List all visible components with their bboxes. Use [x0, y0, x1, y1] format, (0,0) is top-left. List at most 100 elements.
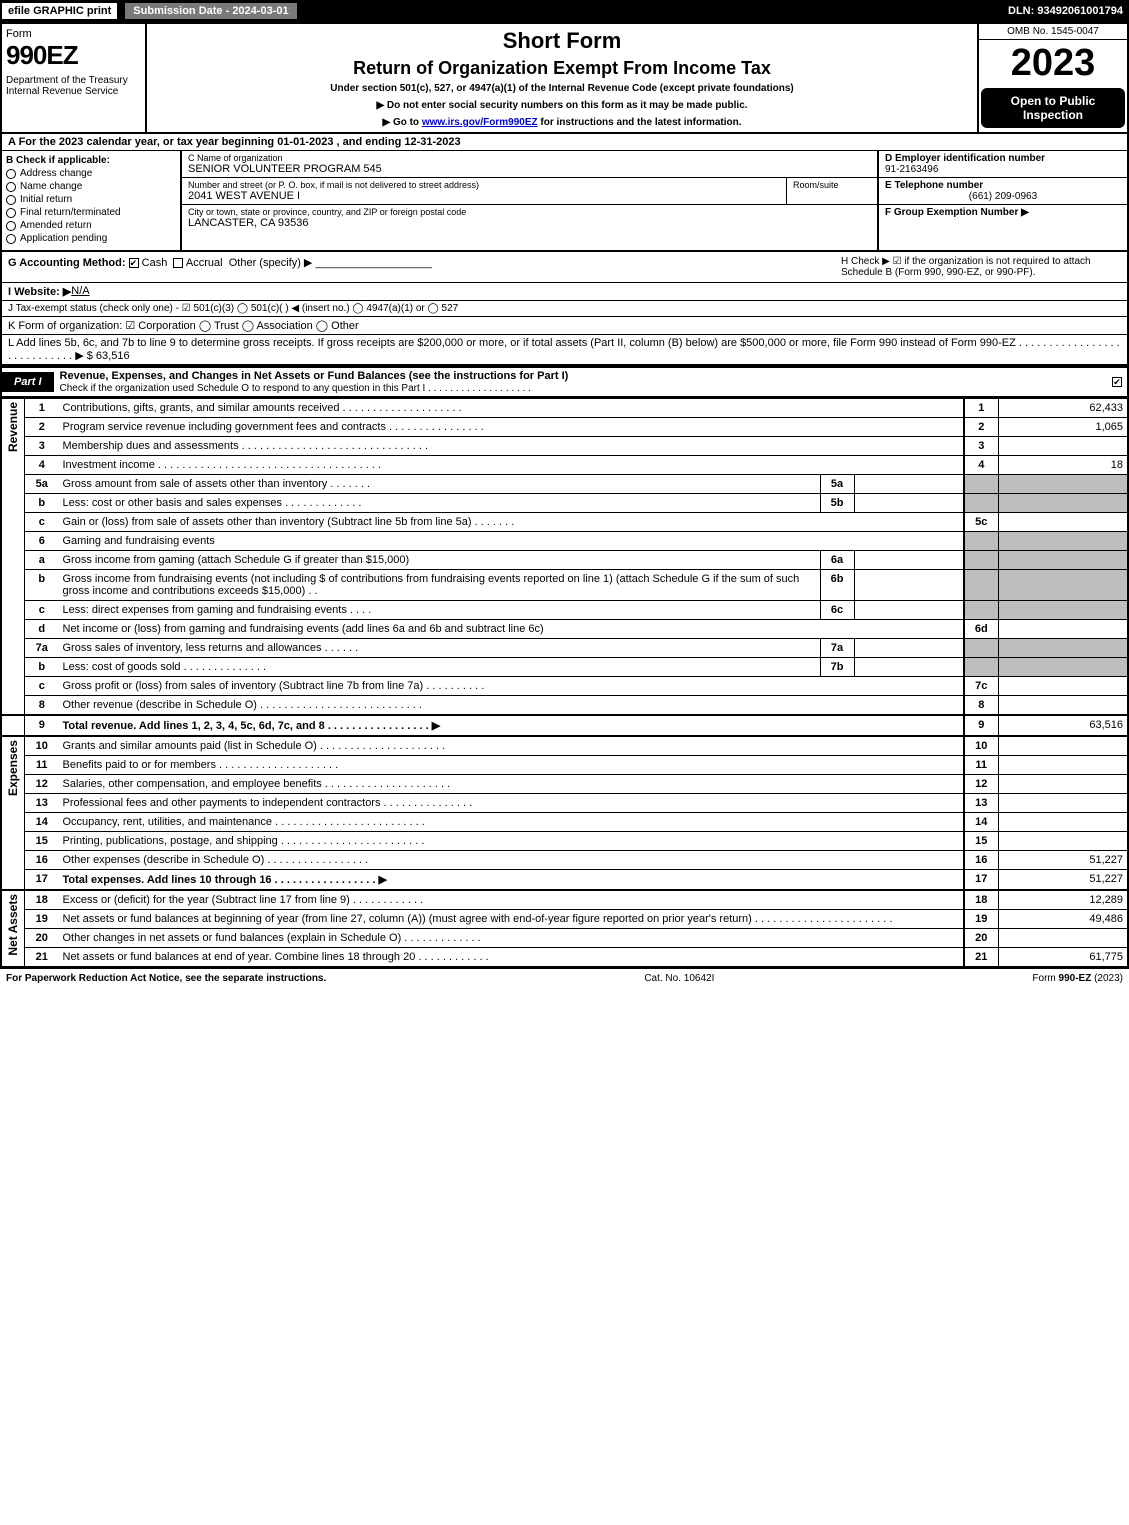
table-row: 11Benefits paid to or for members . . . … — [1, 756, 1128, 775]
table-row: 6Gaming and fundraising events — [1, 532, 1128, 551]
row-k: K Form of organization: ☑ Corporation ◯ … — [0, 317, 1129, 335]
table-row: 8Other revenue (describe in Schedule O) … — [1, 696, 1128, 716]
part1-check[interactable] — [1107, 376, 1127, 388]
netassets-side: Net Assets — [1, 890, 25, 967]
header-left: Form 990EZ Department of the Treasury In… — [2, 24, 147, 132]
page-footer: For Paperwork Reduction Act Notice, see … — [0, 968, 1129, 988]
row-g-h: G Accounting Method: Cash Accrual Other … — [0, 252, 1129, 283]
cb-label: Address change — [20, 168, 92, 179]
cb-label: Name change — [20, 181, 82, 192]
accrual-checkbox[interactable] — [173, 258, 183, 268]
table-row: 17Total expenses. Add lines 10 through 1… — [1, 870, 1128, 891]
table-row: 2Program service revenue including gover… — [1, 418, 1128, 437]
table-row: 13Professional fees and other payments t… — [1, 794, 1128, 813]
table-row: aGross income from gaming (attach Schedu… — [1, 551, 1128, 570]
table-row: 16Other expenses (describe in Schedule O… — [1, 851, 1128, 870]
addr-cell: Number and street (or P. O. box, if mail… — [182, 178, 787, 204]
line-val: 62,433 — [998, 399, 1128, 418]
submission-date: Submission Date - 2024-03-01 — [123, 1, 298, 21]
table-row: 15Printing, publications, postage, and s… — [1, 832, 1128, 851]
checkbox-icon — [6, 195, 16, 205]
cb-amended-return[interactable]: Amended return — [6, 220, 176, 231]
city-label: City or town, state or province, country… — [188, 207, 871, 217]
checkbox-icon — [6, 169, 16, 179]
info-grid: B Check if applicable: Address change Na… — [0, 151, 1129, 252]
table-row: bLess: cost of goods sold . . . . . . . … — [1, 658, 1128, 677]
goto-post: for instructions and the latest informat… — [538, 117, 742, 128]
open-public-badge: Open to Public Inspection — [981, 88, 1125, 128]
footer-right: Form 990-EZ (2023) — [1032, 973, 1123, 984]
line-no: 1 — [25, 399, 59, 418]
cb-address-change[interactable]: Address change — [6, 168, 176, 179]
line-desc: Contributions, gifts, grants, and simila… — [59, 399, 965, 418]
return-title: Return of Organization Exempt From Incom… — [151, 58, 973, 79]
other-label: Other (specify) ▶ — [229, 257, 313, 269]
under-section: Under section 501(c), 527, or 4947(a)(1)… — [151, 83, 973, 94]
table-row: 19Net assets or fund balances at beginni… — [1, 910, 1128, 929]
dept-label: Department of the Treasury Internal Reve… — [6, 75, 141, 97]
top-bar: efile GRAPHIC print Submission Date - 20… — [0, 0, 1129, 22]
section-a: A For the 2023 calendar year, or tax yea… — [0, 134, 1129, 151]
table-row: 5aGross amount from sale of assets other… — [1, 475, 1128, 494]
dln-label: DLN: 93492061001794 — [1008, 5, 1129, 17]
column-c: C Name of organization SENIOR VOLUNTEER … — [182, 151, 877, 250]
cb-name-change[interactable]: Name change — [6, 181, 176, 192]
table-row: 3Membership dues and assessments . . . .… — [1, 437, 1128, 456]
city-cell: City or town, state or province, country… — [182, 205, 877, 231]
website-label: I Website: ▶ — [8, 285, 71, 298]
phone-value: (661) 209-0963 — [885, 191, 1121, 202]
table-row: cGain or (loss) from sale of assets othe… — [1, 513, 1128, 532]
org-name: SENIOR VOLUNTEER PROGRAM 545 — [188, 163, 871, 175]
name-label: C Name of organization — [188, 153, 871, 163]
ein-label: D Employer identification number — [885, 153, 1121, 164]
column-def: D Employer identification number 91-2163… — [877, 151, 1127, 250]
table-row: bGross income from fundraising events (n… — [1, 570, 1128, 601]
table-row: bLess: cost or other basis and sales exp… — [1, 494, 1128, 513]
cb-final-return[interactable]: Final return/terminated — [6, 207, 176, 218]
accrual-label: Accrual — [186, 257, 223, 269]
table-row: Revenue 1Contributions, gifts, grants, a… — [1, 399, 1128, 418]
efile-label: efile GRAPHIC print — [0, 1, 119, 21]
table-row: dNet income or (loss) from gaming and fu… — [1, 620, 1128, 639]
room-cell: Room/suite — [787, 178, 877, 204]
tax-year: 2023 — [979, 40, 1127, 86]
check-icon — [1112, 377, 1122, 387]
cb-label: Amended return — [20, 220, 92, 231]
cb-label: Initial return — [20, 194, 72, 205]
part1-title-text: Revenue, Expenses, and Changes in Net As… — [60, 370, 569, 382]
row-g: G Accounting Method: Cash Accrual Other … — [8, 256, 841, 278]
row-i: I Website: ▶ N/A — [0, 283, 1129, 301]
cb-initial-return[interactable]: Initial return — [6, 194, 176, 205]
part1-tab: Part I — [2, 372, 54, 392]
table-row: cLess: direct expenses from gaming and f… — [1, 601, 1128, 620]
cash-checkbox[interactable] — [129, 258, 139, 268]
revenue-side: Revenue — [1, 399, 25, 716]
g-label: G Accounting Method: — [8, 257, 126, 269]
header-right: OMB No. 1545-0047 2023 Open to Public In… — [977, 24, 1127, 132]
city-value: LANCASTER, CA 93536 — [188, 217, 871, 229]
omb-number: OMB No. 1545-0047 — [979, 24, 1127, 40]
ein-cell: D Employer identification number 91-2163… — [879, 151, 1127, 178]
part1-table: Revenue 1Contributions, gifts, grants, a… — [0, 398, 1129, 968]
footer-left: For Paperwork Reduction Act Notice, see … — [6, 973, 326, 984]
cb-label: Final return/terminated — [20, 207, 121, 218]
ssn-warning: ▶ Do not enter social security numbers o… — [151, 100, 973, 111]
cash-label: Cash — [142, 257, 168, 269]
header-mid: Short Form Return of Organization Exempt… — [147, 24, 977, 132]
table-row: 12Salaries, other compensation, and empl… — [1, 775, 1128, 794]
goto-instruction: ▶ Go to www.irs.gov/Form990EZ for instru… — [151, 117, 973, 128]
group-label: F Group Exemption Number ▶ — [885, 207, 1029, 218]
table-row: 9Total revenue. Add lines 1, 2, 3, 4, 5c… — [1, 715, 1128, 736]
table-row: Net Assets 18Excess or (deficit) for the… — [1, 890, 1128, 910]
form-number: 990EZ — [6, 40, 141, 71]
addr-row: Number and street (or P. O. box, if mail… — [182, 178, 877, 205]
irs-link[interactable]: www.irs.gov/Form990EZ — [422, 117, 538, 128]
cb-label: Application pending — [20, 233, 107, 244]
table-row: 21Net assets or fund balances at end of … — [1, 948, 1128, 968]
table-row: 14Occupancy, rent, utilities, and mainte… — [1, 813, 1128, 832]
checkbox-icon — [6, 208, 16, 218]
short-form-title: Short Form — [151, 28, 973, 54]
part1-title: Revenue, Expenses, and Changes in Net As… — [54, 368, 1107, 396]
row-l: L Add lines 5b, 6c, and 7b to line 9 to … — [0, 335, 1129, 366]
cb-application-pending[interactable]: Application pending — [6, 233, 176, 244]
